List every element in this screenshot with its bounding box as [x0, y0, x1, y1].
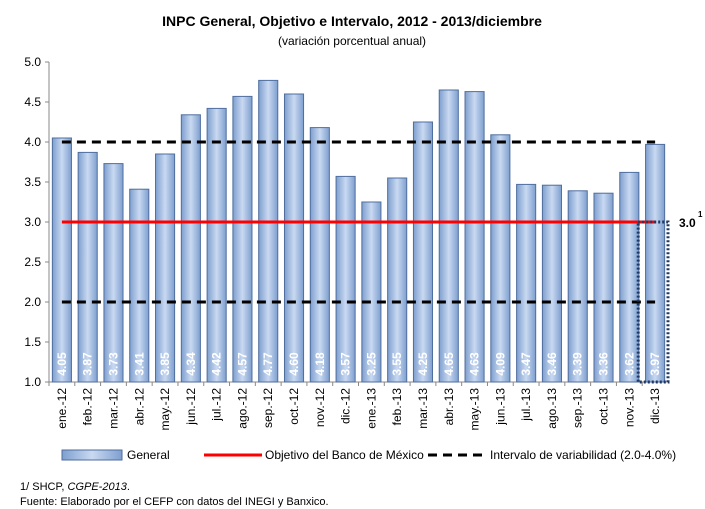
bar [232, 95, 253, 383]
footnote-text: 1/ SHCP, [20, 481, 68, 493]
x-tick-label: feb.-12 [81, 388, 95, 426]
x-tick-label: may.-12 [158, 388, 172, 431]
legend-label: Intervalo de variabilidad (2.0-4.0%) [490, 448, 676, 462]
bar [645, 143, 666, 383]
data-label: 4.18 [313, 352, 327, 376]
x-tick-label: ago.-12 [235, 388, 249, 429]
x-tick-label: jul.-12 [210, 388, 224, 422]
data-label: 3.57 [339, 352, 353, 376]
bar [180, 114, 201, 383]
data-label: 3.73 [106, 352, 120, 376]
highlight-box [636, 220, 670, 384]
data-label: 4.57 [235, 352, 249, 376]
bar [464, 91, 485, 383]
y-tick-label: 1.5 [24, 335, 41, 349]
bar [155, 153, 176, 383]
bar [103, 163, 124, 383]
source: Fuente: Elaborado por el CEFP con datos … [20, 496, 329, 508]
x-tick-label: jun.-12 [184, 388, 198, 426]
bar [541, 184, 562, 383]
data-label: 3.55 [390, 352, 404, 376]
bar [438, 89, 459, 383]
chart-subtitle: (variación porcentual anual) [278, 34, 426, 48]
x-tick-label: mar.-13 [416, 388, 430, 429]
bar [361, 201, 382, 383]
x-tick-label: ago.-13 [545, 388, 559, 429]
bar [619, 171, 640, 383]
bar [77, 151, 98, 383]
footnote: 1/ SHCP, CGPE-2013. [20, 481, 130, 493]
data-label: 3.39 [571, 352, 585, 376]
x-tick-label: dic.-13 [648, 388, 662, 424]
data-label: 3.97 [648, 352, 662, 376]
x-tick-label: jul.-13 [519, 388, 533, 422]
bar [412, 121, 434, 383]
y-tick-label: 3.5 [24, 175, 41, 189]
bar [309, 127, 330, 383]
x-tick-label: nov.-13 [622, 388, 636, 427]
data-label: 4.09 [493, 352, 507, 376]
legend-swatch [61, 449, 123, 461]
x-tick-label: may.-13 [468, 388, 482, 431]
data-label: 3.46 [545, 352, 559, 376]
data-label: 4.65 [442, 352, 456, 376]
data-label: 3.62 [622, 352, 636, 376]
x-tick-label: jun.-13 [493, 388, 507, 426]
data-label: 4.77 [261, 352, 275, 376]
data-label: 3.87 [81, 352, 95, 376]
bar [51, 137, 72, 383]
data-label: 3.47 [519, 352, 533, 376]
y-tick-label: 4.5 [24, 95, 41, 109]
data-label: 4.05 [55, 352, 69, 376]
data-label: 3.41 [132, 352, 146, 376]
y-tick-label: 4.0 [24, 135, 41, 149]
annotation-superscript: 1 [698, 210, 703, 219]
y-tick-label: 3.0 [24, 215, 41, 229]
bar [258, 79, 279, 383]
x-tick-label: sep.-12 [261, 388, 275, 428]
x-tick-label: sep.-13 [571, 388, 585, 428]
annotation: 3.0 [679, 216, 696, 230]
x-tick-label: nov.-12 [313, 388, 327, 427]
x-tick-label: abr.-12 [132, 388, 146, 426]
data-label: 3.25 [364, 352, 378, 376]
bar [387, 177, 408, 383]
x-tick-label: abr.-13 [442, 388, 456, 426]
y-tick-label: 1.0 [24, 375, 41, 389]
bar [567, 190, 588, 383]
bar [283, 93, 305, 383]
data-label: 4.63 [468, 352, 482, 376]
chart-title: INPC General, Objetivo e Intervalo, 2012… [162, 13, 542, 29]
x-tick-label: ene.-12 [55, 388, 69, 429]
x-tick-label: feb.-13 [390, 388, 404, 426]
bar [129, 188, 150, 383]
footnote-text: . [127, 481, 130, 493]
data-label: 3.85 [158, 352, 172, 376]
data-label: 4.60 [287, 352, 301, 376]
x-tick-label: ene.-13 [364, 388, 378, 429]
y-tick-label: 2.5 [24, 255, 41, 269]
bar [335, 175, 356, 383]
x-tick-label: mar.-12 [106, 388, 120, 429]
x-tick-label: oct.-12 [287, 388, 301, 425]
bar [490, 134, 511, 383]
legend-label: Objetivo del Banco de México [265, 448, 424, 462]
footnote-text: CGPE-2013 [68, 481, 128, 493]
y-tick-label: 5.0 [24, 55, 41, 69]
data-label: 4.42 [210, 352, 224, 376]
x-tick-label: dic.-12 [339, 388, 353, 424]
data-label: 4.25 [416, 352, 430, 376]
legend-label: General [127, 448, 170, 462]
x-tick-label: oct.-13 [597, 388, 611, 425]
data-label: 3.36 [597, 352, 611, 376]
bar [593, 192, 614, 383]
data-label: 4.34 [184, 352, 198, 376]
y-tick-label: 2.0 [24, 295, 41, 309]
bar [206, 107, 227, 383]
bar [516, 183, 537, 383]
